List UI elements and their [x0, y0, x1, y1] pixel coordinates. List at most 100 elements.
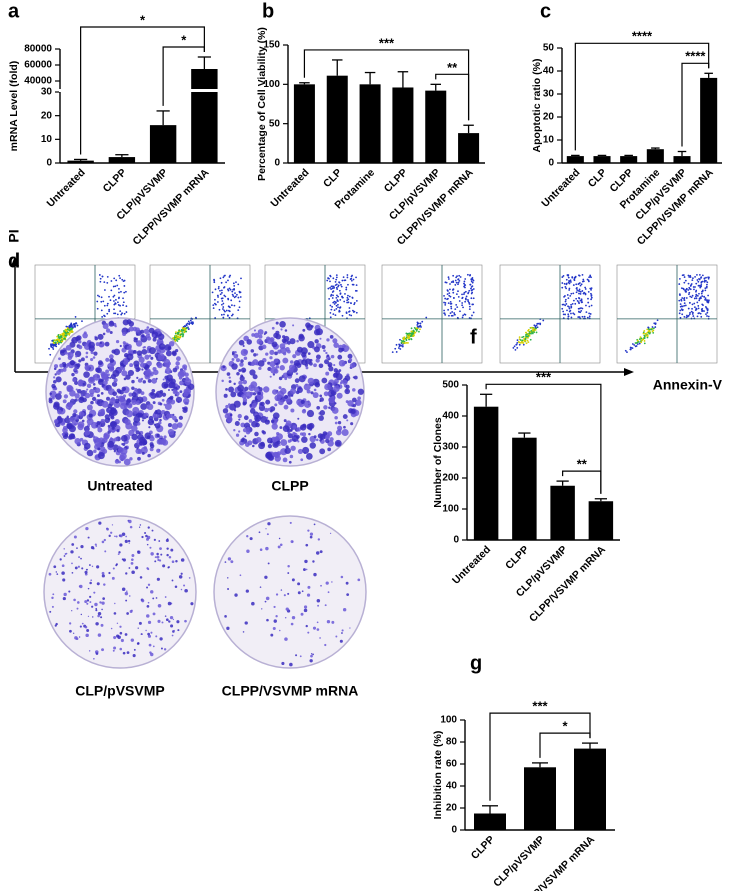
colony — [343, 414, 348, 419]
flow-event — [451, 303, 453, 305]
colony — [87, 384, 91, 388]
colony — [49, 611, 51, 613]
colony — [98, 633, 101, 636]
colony — [84, 443, 91, 450]
flow-event — [406, 339, 408, 341]
colony — [255, 423, 260, 428]
colony — [249, 369, 255, 375]
colony — [246, 549, 249, 552]
flow-event — [471, 293, 473, 295]
flow-event — [681, 309, 683, 311]
flow-event — [643, 335, 645, 337]
colony — [97, 394, 100, 397]
y-tick-label: 0 — [46, 158, 52, 169]
flow-event — [235, 281, 237, 283]
colony — [53, 380, 57, 384]
colony — [327, 620, 330, 623]
flow-event — [352, 297, 354, 299]
colony — [96, 425, 98, 427]
flow-event — [118, 275, 120, 277]
colony — [343, 426, 346, 429]
colony — [190, 602, 193, 605]
colony — [342, 429, 349, 436]
colony — [144, 346, 146, 348]
colony — [176, 620, 179, 623]
colony — [332, 383, 334, 385]
flow-event — [347, 284, 349, 286]
colony — [139, 622, 142, 625]
colony — [156, 434, 160, 438]
flow-event — [233, 289, 235, 291]
colony — [109, 377, 111, 379]
flow-event — [583, 280, 585, 282]
colony — [269, 356, 272, 359]
colony — [307, 594, 310, 597]
flow-event — [654, 326, 656, 328]
bar — [392, 87, 413, 163]
colony — [226, 627, 229, 630]
flow-event — [533, 331, 535, 333]
flow-event — [353, 303, 355, 305]
colony — [335, 422, 338, 425]
flow-event — [580, 285, 582, 287]
colony — [111, 628, 113, 630]
flow-event — [56, 339, 58, 341]
colony — [137, 642, 140, 645]
colony — [175, 560, 177, 562]
colony — [320, 410, 325, 415]
colony — [167, 538, 169, 540]
flow-event — [182, 334, 184, 336]
flow-event — [101, 316, 103, 318]
colony — [159, 547, 162, 550]
colony — [166, 547, 168, 549]
flow-event — [679, 278, 681, 280]
colony — [117, 389, 121, 393]
colony — [337, 355, 342, 360]
flow-event — [174, 338, 176, 340]
flow-event — [452, 280, 454, 282]
flow-event — [114, 295, 116, 297]
colony — [101, 601, 104, 604]
flow-event — [56, 336, 58, 338]
flow-event — [637, 340, 639, 342]
flow-event — [581, 301, 583, 303]
flow-event — [470, 297, 472, 299]
colony — [85, 390, 87, 392]
flow-event — [409, 333, 411, 335]
colony — [247, 396, 250, 399]
colony — [69, 630, 72, 633]
flow-event — [344, 293, 346, 295]
flow-event — [118, 304, 120, 306]
colony — [281, 589, 282, 590]
flow-event — [449, 288, 451, 290]
colony — [63, 548, 64, 549]
flow-event — [113, 312, 115, 314]
flow-event — [523, 336, 525, 338]
colony — [290, 522, 292, 524]
flow-event — [176, 337, 178, 339]
colony — [137, 400, 140, 403]
colony — [141, 536, 143, 538]
y-axis-label: Apoptotic ratio (%) — [531, 59, 543, 153]
flow-event — [125, 291, 127, 293]
flow-event — [101, 296, 103, 298]
colony — [334, 368, 338, 372]
flow-event — [517, 339, 519, 341]
significance-label: *** — [379, 35, 395, 50]
flow-event — [411, 327, 413, 329]
flow-event — [218, 286, 220, 288]
y-tick-label: 40 — [543, 66, 555, 77]
flow-event — [591, 305, 593, 307]
flow-event — [447, 309, 449, 311]
colony — [254, 415, 261, 422]
axis-break — [59, 89, 226, 92]
colony — [303, 359, 305, 361]
flow-event — [700, 276, 702, 278]
colony — [249, 419, 253, 423]
flow-event — [685, 305, 687, 307]
colony — [165, 596, 167, 598]
flow-event — [452, 289, 454, 291]
y-tick-label: 60000 — [24, 60, 52, 71]
flow-event — [402, 346, 404, 348]
flow-event — [626, 351, 628, 353]
